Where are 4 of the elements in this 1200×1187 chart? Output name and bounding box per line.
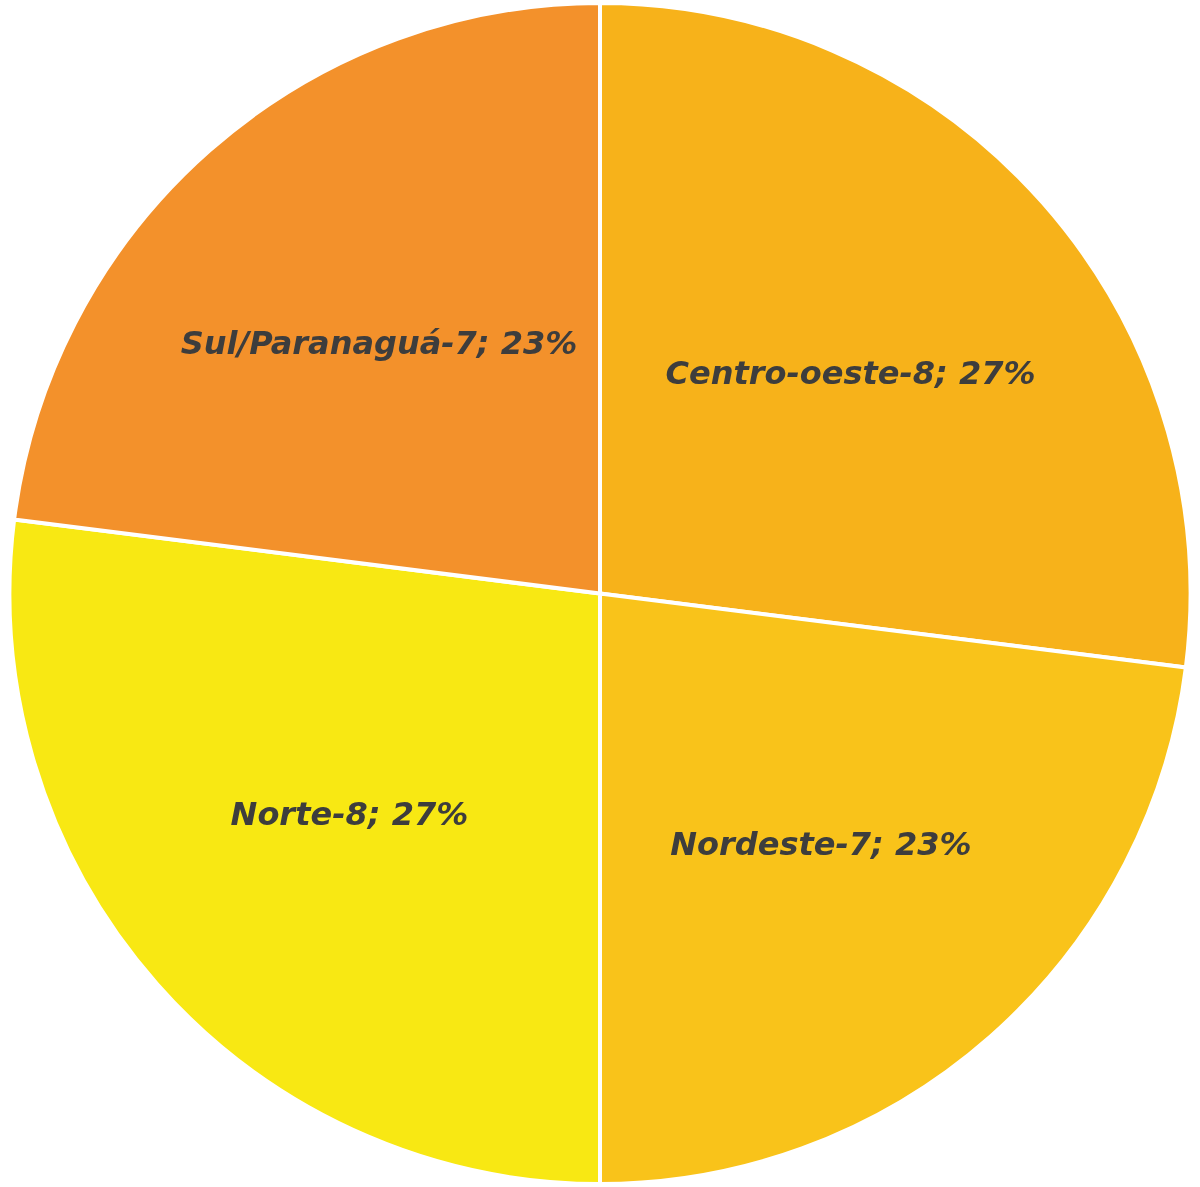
- slice-label: Norte-8; 27%: [230, 795, 469, 834]
- slice-label: Nordeste-7; 23%: [670, 825, 972, 864]
- slice-label: Sul/Paranaguá-7; 23%: [180, 323, 578, 362]
- slice-label: Centro-oeste-8; 27%: [665, 353, 1036, 392]
